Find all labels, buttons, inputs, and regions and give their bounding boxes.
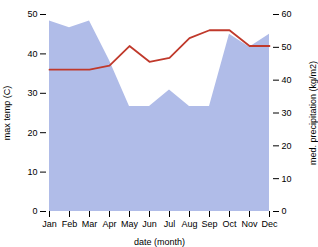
- svg-text:Jul: Jul: [164, 219, 176, 229]
- svg-text:Nov: Nov: [241, 219, 258, 229]
- svg-text:0: 0: [32, 206, 37, 216]
- svg-text:med. precipitation (kg/m2): med. precipitation (kg/m2): [308, 61, 318, 165]
- svg-text:10: 10: [282, 174, 292, 184]
- svg-text:date (month): date (month): [134, 237, 185, 247]
- svg-text:60: 60: [282, 9, 292, 19]
- svg-text:20: 20: [27, 128, 37, 138]
- svg-text:20: 20: [282, 141, 292, 151]
- svg-text:Oct: Oct: [222, 219, 237, 229]
- svg-text:Mar: Mar: [82, 219, 98, 229]
- svg-text:Feb: Feb: [62, 219, 78, 229]
- svg-text:Dec: Dec: [261, 219, 278, 229]
- svg-text:Aug: Aug: [181, 219, 197, 229]
- svg-text:Sep: Sep: [201, 219, 217, 229]
- svg-text:max temp (C): max temp (C): [2, 86, 12, 141]
- svg-text:10: 10: [27, 167, 37, 177]
- svg-text:Apr: Apr: [102, 219, 116, 229]
- svg-text:0: 0: [282, 206, 287, 216]
- svg-text:30: 30: [282, 108, 292, 118]
- svg-text:50: 50: [282, 42, 292, 52]
- svg-text:40: 40: [27, 49, 37, 59]
- svg-text:30: 30: [27, 88, 37, 98]
- svg-text:Jan: Jan: [42, 219, 57, 229]
- svg-text:May: May: [121, 219, 139, 229]
- svg-text:Jun: Jun: [142, 219, 157, 229]
- svg-text:40: 40: [282, 75, 292, 85]
- svg-text:50: 50: [27, 9, 37, 19]
